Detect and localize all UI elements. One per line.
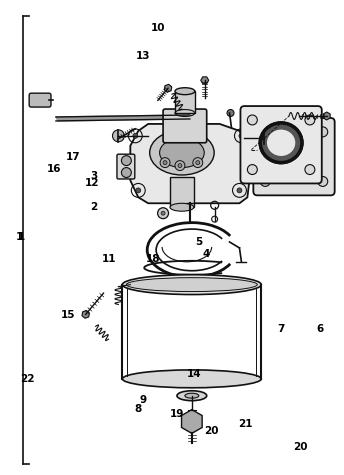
Circle shape [136,188,141,193]
Ellipse shape [259,122,303,163]
Text: 2: 2 [90,202,97,212]
Bar [175,91,195,113]
Text: 9: 9 [139,395,147,405]
Polygon shape [82,311,89,318]
Text: 17: 17 [66,152,80,162]
Text: 7: 7 [278,324,285,334]
Text: 10: 10 [151,23,165,33]
Circle shape [196,161,200,165]
FancyBboxPatch shape [243,154,262,179]
Text: 5: 5 [196,237,203,247]
Bar [170,178,194,207]
Text: 21: 21 [238,418,252,428]
Circle shape [247,115,257,125]
Ellipse shape [126,278,257,292]
Circle shape [160,158,170,168]
FancyBboxPatch shape [240,106,322,183]
Text: 11: 11 [101,254,116,264]
Circle shape [133,133,138,138]
Text: 1: 1 [15,232,23,243]
Ellipse shape [175,88,195,95]
Circle shape [158,208,169,218]
Circle shape [178,163,182,168]
Polygon shape [164,84,172,92]
Text: 22: 22 [20,374,34,384]
Circle shape [161,211,165,215]
Polygon shape [201,77,209,84]
Circle shape [260,177,270,186]
Circle shape [121,168,131,178]
Ellipse shape [160,138,204,168]
FancyBboxPatch shape [117,154,135,179]
Circle shape [163,161,167,165]
FancyBboxPatch shape [29,93,51,107]
Circle shape [175,161,185,171]
Polygon shape [56,115,190,121]
Circle shape [227,110,234,116]
Text: 20: 20 [204,426,218,436]
Text: 12: 12 [85,178,99,188]
FancyBboxPatch shape [253,118,335,195]
Polygon shape [323,112,330,120]
Ellipse shape [177,391,207,401]
Text: 18: 18 [146,254,161,264]
Text: 16: 16 [47,164,62,174]
Text: 20: 20 [293,442,307,452]
Circle shape [318,127,328,137]
Text: 1: 1 [18,232,25,243]
Text: 6: 6 [317,324,324,334]
Text: 19: 19 [170,409,184,419]
Text: 3: 3 [90,171,97,181]
Ellipse shape [185,393,199,398]
Circle shape [318,177,328,186]
Ellipse shape [170,203,194,211]
Text: 15: 15 [61,310,75,320]
Text: 8: 8 [134,405,141,415]
Ellipse shape [266,129,296,157]
Text: 14: 14 [187,369,202,379]
Ellipse shape [272,134,316,175]
Ellipse shape [260,123,302,162]
Circle shape [112,130,125,142]
FancyBboxPatch shape [163,109,207,143]
Polygon shape [130,124,249,203]
Circle shape [193,158,203,168]
Text: 4: 4 [202,249,210,259]
Circle shape [305,165,315,174]
Circle shape [237,188,242,193]
Circle shape [239,133,244,138]
Text: 13: 13 [136,51,150,61]
Circle shape [247,165,257,174]
Circle shape [305,115,315,125]
Ellipse shape [150,130,214,175]
Ellipse shape [122,370,261,388]
Circle shape [121,156,131,166]
Ellipse shape [122,275,261,294]
Circle shape [260,127,270,137]
